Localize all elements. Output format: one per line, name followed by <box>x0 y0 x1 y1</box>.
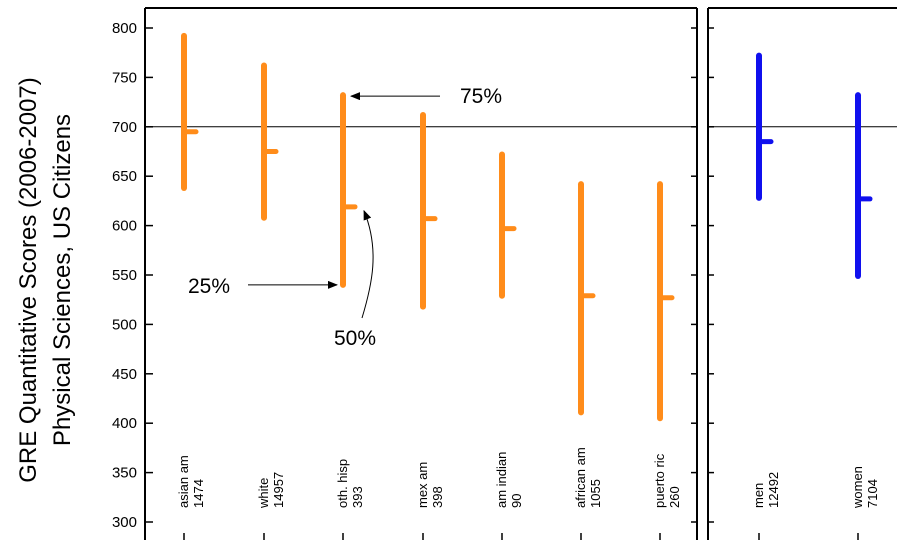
category-name: oth. hisp <box>335 459 350 508</box>
y-tick-label: 650 <box>112 168 137 185</box>
category-name: african am <box>573 447 588 508</box>
category-count: 12492 <box>766 472 781 508</box>
y-axis-label: GRE Quantitative Scores (2006-2007) Phys… <box>15 77 76 483</box>
category-name: men <box>751 483 766 508</box>
y-tick-label: 550 <box>112 267 137 284</box>
category-name: asian am <box>176 455 191 508</box>
category-label-women: women7104 <box>850 466 880 509</box>
y-axis-label-line2: Physical Sciences, US Citizens <box>49 114 76 446</box>
category-label-oth-hisp: oth. hisp393 <box>335 459 365 508</box>
category-label-mex-am: mex am398 <box>415 462 445 508</box>
y-tick-label: 300 <box>112 514 137 531</box>
y-tick-label: 450 <box>112 366 137 383</box>
category-count: 398 <box>430 486 445 508</box>
y-tick-label: 400 <box>112 415 137 432</box>
category-count: 90 <box>509 494 524 508</box>
category-count: 260 <box>667 486 682 508</box>
category-label-puerto-ric: puerto ric260 <box>652 453 682 508</box>
category-count: 393 <box>350 486 365 508</box>
category-label-am-indian: am indian90 <box>494 452 524 508</box>
category-count: 1474 <box>191 479 206 508</box>
y-tick-label: 700 <box>112 119 137 136</box>
category-name: white <box>256 478 271 509</box>
y-axis-label-line1: GRE Quantitative Scores (2006-2007) <box>15 77 42 483</box>
category-label-men: men12492 <box>751 472 781 508</box>
annotation-label-25: 25% <box>188 275 230 298</box>
category-count: 1055 <box>588 479 603 508</box>
annotation-arrow-50 <box>361 209 374 319</box>
category-label-african-am: african am1055 <box>573 447 603 508</box>
category-name: women <box>850 466 865 509</box>
y-tick-label: 500 <box>112 316 137 333</box>
category-name: mex am <box>415 462 430 508</box>
category-count: 7104 <box>865 479 880 508</box>
y-tick-label: 600 <box>112 218 137 235</box>
category-label-white: white14957 <box>256 472 286 509</box>
annotation-label-75: 75% <box>460 85 502 108</box>
category-count: 14957 <box>271 472 286 508</box>
y-tick-label: 750 <box>112 69 137 86</box>
category-label-asian-am: asian am1474 <box>176 455 206 508</box>
y-tick-label: 800 <box>112 20 137 37</box>
category-name: am indian <box>494 452 509 508</box>
y-tick-label: 350 <box>112 465 137 482</box>
annotation-label-50: 50% <box>334 327 376 350</box>
category-name: puerto ric <box>652 453 667 508</box>
